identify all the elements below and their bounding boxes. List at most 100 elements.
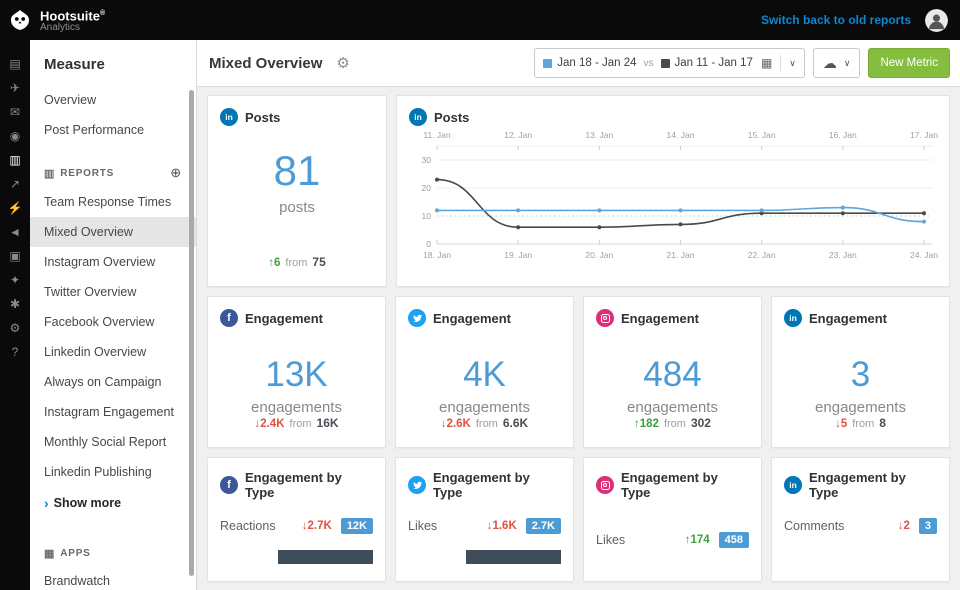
delta-row: ↑6 from 75	[220, 255, 374, 274]
sidebar-item-instagram-engagement[interactable]: Instagram Engagement	[44, 405, 174, 419]
svg-text:15. Jan: 15. Jan	[748, 130, 776, 140]
sidebar-item-brandwatch[interactable]: Brandwatch	[44, 574, 111, 588]
card-title: Engagement	[621, 310, 700, 326]
brand-block: Hootsuite® Analytics	[8, 7, 105, 33]
card-title: Engagement	[245, 310, 324, 326]
metric-value: 4K	[463, 355, 506, 394]
metric-unit: engagements	[627, 399, 718, 416]
sidebar-item-linkedin-publishing[interactable]: Linkedin Publishing	[44, 465, 152, 479]
divider	[780, 55, 782, 71]
avatar[interactable]	[925, 8, 948, 32]
instagram-icon	[596, 476, 614, 494]
metric-unit: engagements	[439, 399, 530, 416]
card-title: Engagement by Type	[809, 470, 906, 500]
apps-icon: ▦	[44, 548, 56, 560]
content-library-icon[interactable]: ▣	[9, 249, 21, 263]
date-range-picker[interactable]: Jan 18 - Jan 24 vs Jan 11 - Jan 17 ▦ ∨	[534, 48, 805, 78]
delta-value: ↓5	[835, 418, 848, 430]
sidebar-item-monthly-social-report[interactable]: Monthly Social Report	[44, 435, 167, 449]
tools-icon[interactable]: ⚙	[9, 321, 21, 335]
svg-text:16. Jan: 16. Jan	[829, 130, 857, 140]
svg-text:20. Jan: 20. Jan	[585, 250, 613, 260]
svg-text:24. Jan: 24. Jan	[910, 250, 938, 260]
delta-row: ↓5 from 8	[784, 416, 937, 435]
sidebar-title: Measure	[44, 56, 105, 73]
svg-text:14. Jan: 14. Jan	[667, 130, 695, 140]
publisher-icon[interactable]: ✈	[9, 81, 21, 95]
svg-text:23. Jan: 23. Jan	[829, 250, 857, 260]
from-label: from	[475, 418, 498, 430]
engagement-card-instagram: Engagement 484 engagements ↑182 from 302	[583, 296, 762, 448]
card-header: in Posts	[409, 108, 937, 126]
delta-row: ↑182 from 302	[596, 416, 749, 435]
secondary-range-swatch	[660, 58, 670, 68]
sidebar-item-overview[interactable]: Overview	[44, 93, 97, 107]
linkedin-icon: in	[784, 309, 802, 327]
card-header: f Engagement by Type	[220, 470, 373, 500]
delta-value: ↓1.6K	[486, 520, 517, 532]
twitter-icon	[408, 309, 426, 327]
brand-name: Hootsuite®	[40, 8, 106, 24]
sidebar-item-twitter-overview[interactable]: Twitter Overview	[44, 285, 137, 299]
type-label: Likes	[596, 533, 626, 547]
calendar-icon: ▦	[760, 56, 773, 70]
linkedin-icon: in	[409, 108, 427, 126]
delta-value: ↑174	[684, 534, 710, 546]
page-title: Mixed Overview	[209, 54, 323, 72]
new-metric-button[interactable]: New Metric	[868, 48, 950, 78]
inbox-icon[interactable]: ✉	[9, 105, 21, 119]
amplify-icon[interactable]: ◄	[9, 225, 21, 239]
card-header: f Engagement	[220, 309, 373, 327]
from-label: from	[663, 418, 686, 430]
top-bar: Hootsuite® Analytics Switch back to old …	[0, 0, 960, 40]
sidebar-item-always-on-campaign[interactable]: Always on Campaign	[44, 375, 162, 389]
delta-value: ↑182	[634, 418, 659, 430]
add-report-icon[interactable]: ⊕	[170, 165, 182, 180]
from-label: from	[285, 257, 308, 269]
switch-to-old-reports-link[interactable]: Switch back to old reports	[760, 13, 911, 27]
type-label: Reactions	[220, 519, 276, 533]
sidebar-item-post-performance[interactable]: Post Performance	[44, 123, 145, 137]
apps-label: APPS	[60, 548, 91, 559]
show-more-button[interactable]: › Show more	[30, 487, 196, 519]
card-title: Posts	[434, 109, 470, 125]
promote-icon[interactable]: ◉	[9, 129, 21, 143]
impact-icon[interactable]: ↗	[9, 177, 21, 191]
delta-row: ↓2.6K from 6.6K	[408, 416, 561, 435]
facebook-icon: f	[220, 476, 238, 494]
streams-icon[interactable]: ▤	[9, 57, 21, 71]
svg-text:13. Jan: 13. Jan	[585, 130, 613, 140]
sidebar: Measure Overview Post Performance ▥ REPOR…	[30, 40, 197, 590]
help-icon[interactable]: ?	[11, 345, 19, 359]
analytics-icon[interactable]: ▥	[9, 153, 21, 167]
from-label: from	[852, 418, 875, 430]
sidebar-scrollbar[interactable]	[189, 90, 194, 576]
hootsuite-owl-logo-icon	[8, 8, 32, 32]
svg-text:0: 0	[426, 239, 431, 249]
sidebar-item-team-response-times[interactable]: Team Response Times	[44, 195, 172, 209]
export-button[interactable]: ☁ ∨	[812, 48, 861, 78]
type-row: Comments ↓2 3	[784, 518, 937, 534]
value-badge: 458	[718, 532, 749, 548]
sidebar-item-facebook-overview[interactable]: Facebook Overview	[44, 315, 155, 329]
engagement-card-facebook: f Engagement 13K engagements ↓2.4K from …	[207, 296, 386, 448]
previous-value: 6.6K	[502, 416, 529, 430]
posts-summary-card: in Posts 81 posts ↑6 from 75	[207, 95, 387, 287]
apps-section-header: ▦ APPS	[44, 547, 182, 560]
boost-icon[interactable]: ⚡	[7, 201, 23, 215]
insights-icon[interactable]: ✦	[9, 273, 21, 287]
card-title: Engagement by Type	[245, 470, 342, 500]
sidebar-item-linkedin-overview[interactable]: Linkedin Overview	[44, 345, 147, 359]
type-label: Likes	[408, 519, 438, 533]
brand-product: Analytics	[40, 22, 81, 34]
type-right: ↑174 458	[685, 532, 749, 548]
sidebar-item-mixed-overview[interactable]: Mixed Overview	[30, 217, 196, 247]
type-card-instagram: Engagement by Type Likes ↑174 458	[583, 457, 762, 582]
card-title: Posts	[245, 109, 281, 125]
linkedin-icon: in	[784, 476, 802, 494]
sidebar-item-instagram-overview[interactable]: Instagram Overview	[44, 255, 156, 269]
team-icon[interactable]: ✱	[9, 297, 21, 311]
settings-gear-icon[interactable]: ⚙	[336, 55, 350, 72]
reports-icon: ▥	[44, 167, 56, 180]
